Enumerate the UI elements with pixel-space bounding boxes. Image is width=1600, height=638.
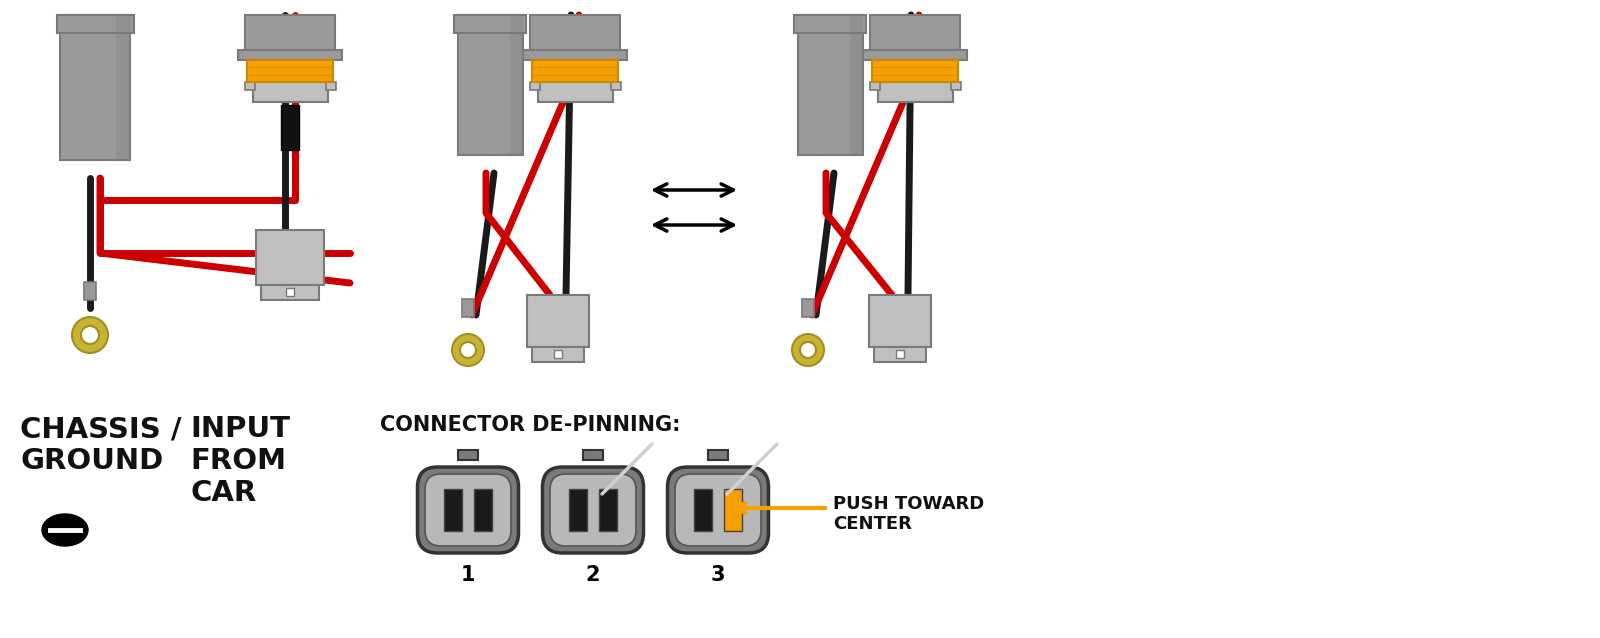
Bar	[570, 489, 587, 531]
Bar	[530, 82, 539, 90]
Bar	[864, 50, 966, 60]
Bar	[83, 282, 96, 300]
Bar	[538, 82, 613, 102]
Bar	[61, 15, 130, 160]
Circle shape	[82, 326, 99, 344]
Text: GROUND: GROUND	[19, 447, 163, 475]
Bar	[286, 288, 294, 296]
Bar	[445, 489, 462, 531]
FancyBboxPatch shape	[667, 467, 768, 553]
Bar	[872, 60, 958, 82]
Bar	[462, 299, 474, 317]
Text: CHASSIS /: CHASSIS /	[19, 415, 181, 443]
Bar	[870, 15, 960, 50]
Bar	[245, 82, 254, 90]
Text: 1: 1	[461, 565, 475, 585]
Text: FROM: FROM	[190, 447, 286, 475]
Circle shape	[461, 342, 477, 358]
Text: 2: 2	[586, 565, 600, 585]
Bar	[531, 347, 584, 362]
Text: CENTER: CENTER	[834, 515, 912, 533]
Bar	[458, 450, 478, 460]
Bar	[526, 295, 589, 347]
Bar	[611, 82, 621, 90]
Bar	[115, 15, 130, 160]
FancyBboxPatch shape	[426, 474, 510, 546]
Bar	[694, 489, 712, 531]
Bar	[723, 489, 742, 531]
Text: INPUT: INPUT	[190, 415, 290, 443]
Bar	[256, 230, 323, 285]
Bar	[458, 15, 523, 155]
Bar	[523, 50, 627, 60]
FancyBboxPatch shape	[675, 474, 762, 546]
Bar	[802, 299, 814, 317]
Bar	[245, 15, 334, 50]
FancyBboxPatch shape	[542, 467, 643, 553]
Bar	[582, 450, 603, 460]
Bar	[325, 82, 336, 90]
Text: PUSH TOWARD: PUSH TOWARD	[834, 495, 984, 513]
Bar	[874, 347, 926, 362]
Bar	[238, 50, 342, 60]
Bar	[950, 82, 960, 90]
Text: CONNECTOR DE-PINNING:: CONNECTOR DE-PINNING:	[381, 415, 680, 435]
Circle shape	[800, 342, 816, 358]
Bar	[454, 15, 526, 33]
Bar	[474, 489, 493, 531]
Bar	[877, 82, 952, 102]
FancyBboxPatch shape	[550, 474, 637, 546]
Bar	[869, 295, 931, 347]
Text: CAR: CAR	[190, 479, 256, 507]
Circle shape	[792, 334, 824, 366]
Text: 3: 3	[710, 565, 725, 585]
Bar	[56, 15, 133, 33]
Bar	[533, 60, 618, 82]
Bar	[261, 285, 318, 300]
Bar	[554, 350, 562, 358]
Bar	[598, 489, 618, 531]
Bar	[282, 105, 299, 150]
Circle shape	[72, 317, 109, 353]
Bar	[797, 15, 862, 155]
Circle shape	[453, 334, 483, 366]
Ellipse shape	[42, 514, 88, 546]
Bar	[794, 15, 866, 33]
FancyBboxPatch shape	[418, 467, 518, 553]
Bar	[707, 450, 728, 460]
Bar	[850, 15, 862, 155]
Bar	[248, 60, 333, 82]
Bar	[509, 15, 523, 155]
Bar	[530, 15, 621, 50]
Bar	[253, 82, 328, 102]
Bar	[896, 350, 904, 358]
Bar	[869, 82, 880, 90]
